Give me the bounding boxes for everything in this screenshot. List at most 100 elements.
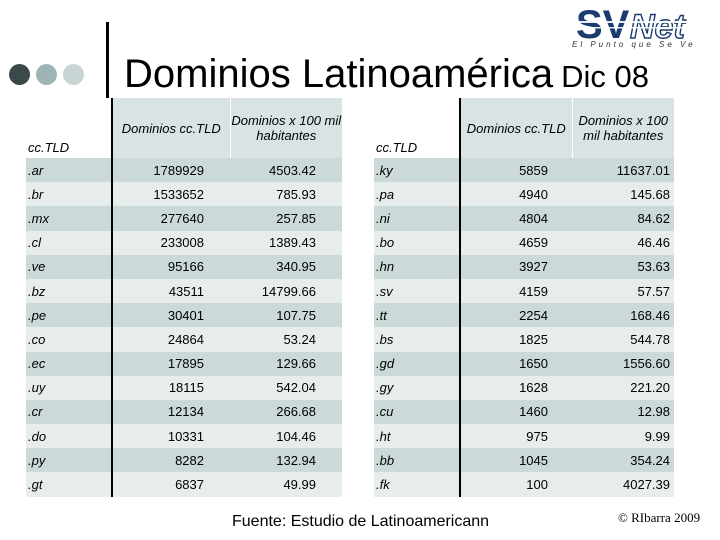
table-row: .gd 1650 1556.60 [374, 351, 674, 376]
cell-dominios: 8282 [112, 448, 230, 473]
cell-dominios: 18115 [112, 375, 230, 400]
cell-cctld: .cu [374, 399, 461, 425]
cell-dominios: 4940 [460, 182, 572, 207]
cell-dominios: 1650 [460, 351, 572, 376]
source-note: Fuente: Estudio de Latinoamericann [232, 513, 490, 530]
dot-medium [36, 64, 57, 85]
table-row: .cl 233008 1389.43 [26, 230, 342, 255]
cell-per-100k: 9.99 [572, 424, 674, 449]
cell-per-100k: 145.68 [572, 182, 674, 207]
cell-per-100k: 57.57 [572, 278, 674, 304]
cell-dominios: 95166 [112, 254, 230, 279]
table-row: .fk 100 4027.39 [374, 472, 674, 497]
cell-cctld: .cl [26, 230, 113, 255]
cell-cctld: .ve [26, 254, 113, 279]
table-row: .tt 2254 168.46 [374, 303, 674, 328]
cell-per-100k: 107.75 [230, 303, 342, 328]
cell-per-100k: 1556.60 [572, 351, 674, 376]
cell-dominios: 100 [460, 472, 572, 497]
cell-cctld: .do [26, 424, 113, 449]
cell-dominios: 24864 [112, 327, 230, 352]
cell-dominios: 277640 [112, 206, 230, 231]
cell-per-100k: 129.66 [230, 351, 342, 376]
cell-per-100k: 266.68 [230, 399, 342, 425]
cell-dominios: 1789929 [112, 158, 230, 183]
cell-cctld: .gd [374, 351, 461, 376]
cell-cctld: .cr [26, 399, 113, 425]
table-row: .sv 4159 57.57 [374, 278, 674, 304]
table-row: .uy 18115 542.04 [26, 375, 342, 400]
cell-cctld: .ar [26, 158, 113, 183]
cell-per-100k: 4027.39 [572, 472, 674, 497]
cell-per-100k: 14799.66 [230, 278, 342, 304]
cell-per-100k: 132.94 [230, 448, 342, 473]
table-row: .br 1533652 785.93 [26, 182, 342, 207]
table-row: .cr 12134 266.68 [26, 399, 342, 425]
cell-dominios: 233008 [112, 230, 230, 255]
table-row: .ht 975 9.99 [374, 424, 674, 449]
cell-cctld: .bb [374, 448, 461, 473]
cell-dominios: 975 [460, 424, 572, 449]
cell-cctld: .uy [26, 375, 113, 400]
cell-dominios: 6837 [112, 472, 230, 497]
cell-per-100k: 84.62 [572, 206, 674, 231]
cell-dominios: 4659 [460, 230, 572, 255]
table-row: .co 24864 53.24 [26, 327, 342, 352]
cell-dominios: 12134 [112, 399, 230, 425]
logo-tagline: El Punto que Se Ve [572, 40, 696, 49]
cell-cctld: .gy [374, 375, 461, 400]
cell-dominios: 1533652 [112, 182, 230, 207]
dot-dark [9, 64, 30, 85]
table-header: cc.TLD Dominios cc.TLD Dominios x 100 mi… [374, 98, 674, 158]
cell-cctld: .fk [374, 472, 461, 497]
cell-per-100k: 542.04 [230, 375, 342, 400]
title-date: Dic 08 [561, 59, 649, 94]
cell-cctld: .ky [374, 158, 461, 183]
dot-light [63, 64, 84, 85]
table-row: .ar 1789929 4503.42 [26, 158, 342, 183]
cell-cctld: .bs [374, 327, 461, 352]
cell-cctld: .co [26, 327, 113, 352]
cell-per-100k: 354.24 [572, 448, 674, 473]
header-cctld: cc.TLD [26, 98, 113, 158]
cell-dominios: 3927 [460, 254, 572, 279]
cell-cctld: .bz [26, 278, 113, 304]
cell-dominios: 43511 [112, 278, 230, 304]
header-dominios: Dominios cc.TLD [111, 98, 230, 158]
cell-per-100k: 104.46 [230, 424, 342, 449]
table-row: .bb 1045 354.24 [374, 448, 674, 473]
table-row: .cu 1460 12.98 [374, 399, 674, 425]
cell-per-100k: 544.78 [572, 327, 674, 352]
cell-cctld: .tt [374, 303, 461, 328]
cell-per-100k: 4503.42 [230, 158, 342, 183]
cell-cctld: .py [26, 448, 113, 473]
table-header: cc.TLD Dominios cc.TLD Dominios x 100 mi… [26, 98, 342, 158]
table-row: .bo 4659 46.46 [374, 230, 674, 255]
domains-table-right: cc.TLD Dominios cc.TLD Dominios x 100 mi… [374, 98, 674, 497]
cell-dominios: 10331 [112, 424, 230, 449]
cell-dominios: 5859 [460, 158, 572, 183]
cell-per-100k: 53.24 [230, 327, 342, 352]
cell-dominios: 17895 [112, 351, 230, 376]
cell-per-100k: 221.20 [572, 375, 674, 400]
table-row: .bs 1825 544.78 [374, 327, 674, 352]
cell-cctld: .mx [26, 206, 113, 231]
cell-cctld: .ht [374, 424, 461, 449]
svnet-logo: SV Net [576, 3, 696, 47]
cell-dominios: 1045 [460, 448, 572, 473]
header-per-100k: Dominios x 100 mil habitantes [571, 98, 674, 158]
cell-per-100k: 53.63 [572, 254, 674, 279]
table-row: .gy 1628 221.20 [374, 375, 674, 400]
cell-dominios: 30401 [112, 303, 230, 328]
cell-cctld: .ec [26, 351, 113, 376]
table-row: .pe 30401 107.75 [26, 303, 342, 328]
table-row: .bz 43511 14799.66 [26, 278, 342, 304]
cell-cctld: .pa [374, 182, 461, 207]
cell-per-100k: 11637.01 [572, 158, 674, 183]
cell-cctld: .gt [26, 472, 113, 497]
cell-per-100k: 12.98 [572, 399, 674, 425]
cell-dominios: 1628 [460, 375, 572, 400]
copyright: © RIbarra 2009 [618, 510, 701, 525]
cell-cctld: .br [26, 182, 113, 207]
bullet-dots [9, 64, 84, 85]
